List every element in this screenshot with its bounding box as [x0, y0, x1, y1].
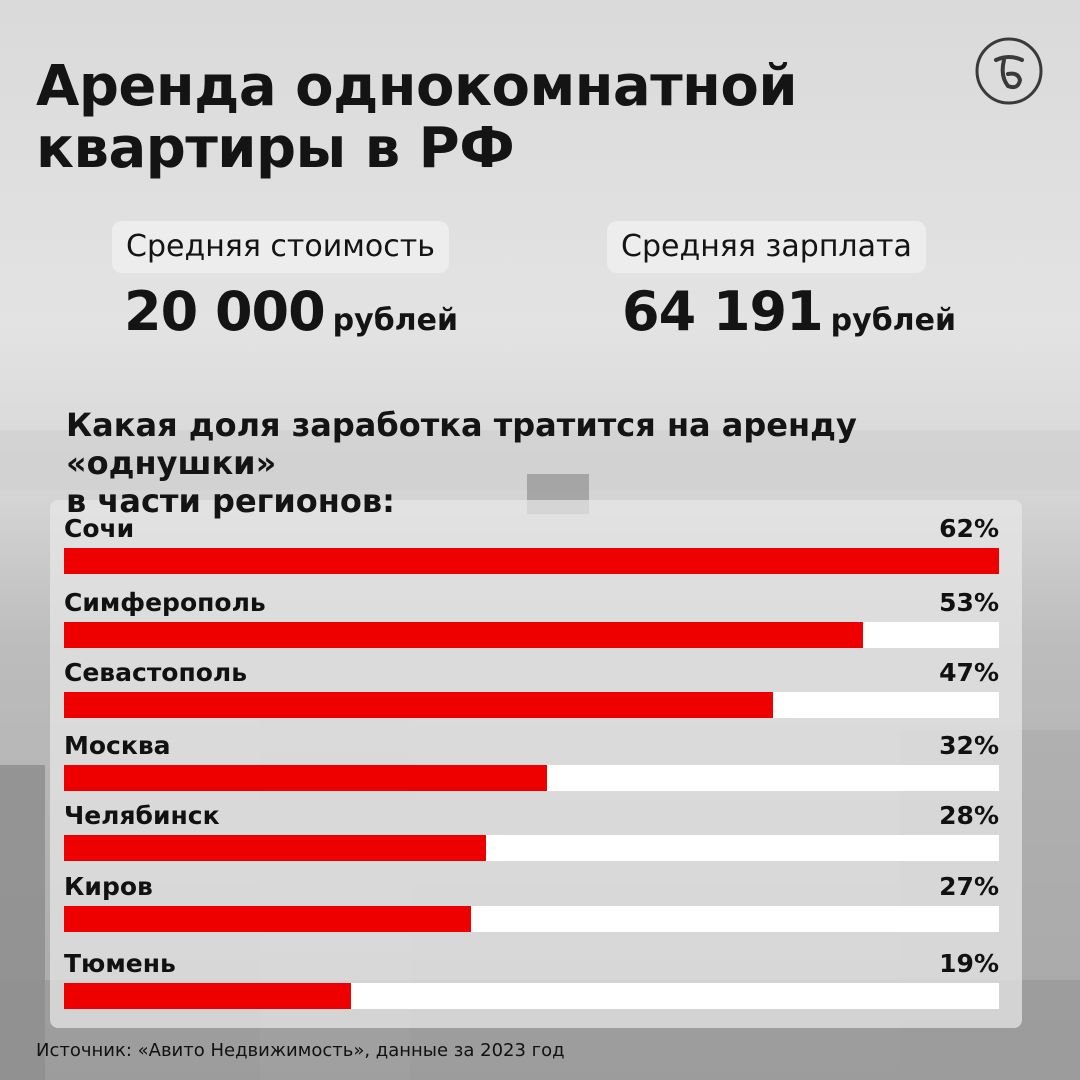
bar-label: Киров — [64, 872, 153, 901]
bar-value-label: 28% — [939, 801, 999, 830]
publisher-logo-icon — [975, 37, 1043, 105]
bar-track — [64, 983, 999, 1009]
bar-track — [64, 835, 999, 861]
bar-label: Москва — [64, 731, 171, 760]
bar-track — [64, 622, 999, 648]
page-title: Аренда однокомнатной квартиры в РФ — [36, 56, 936, 180]
bar-value-label: 19% — [939, 949, 999, 978]
salary-stat-number: 64 191 — [622, 280, 824, 343]
rent-stat-value: 20 000 рублей — [124, 280, 458, 343]
source-note: Источник: «Авито Недвижимость», данные з… — [36, 1040, 565, 1061]
bar — [64, 835, 486, 861]
chart-title: Какая доля заработка тратится на аренду … — [66, 406, 1046, 520]
bar — [64, 692, 773, 718]
rent-stat-number: 20 000 — [124, 280, 326, 343]
bar-track — [64, 548, 999, 574]
bar — [64, 548, 999, 574]
bar-track — [64, 765, 999, 791]
rent-stat-label: Средняя стоимость — [112, 221, 449, 273]
bar-label: Симферополь — [64, 588, 266, 617]
rent-stat-unit: рублей — [332, 303, 458, 338]
bar — [64, 906, 471, 932]
chart-title-line-1: Какая доля заработка тратится на аренду … — [66, 406, 857, 482]
bar-value-label: 53% — [939, 588, 999, 617]
salary-stat-label: Средняя зарплата — [607, 221, 926, 273]
bar-label: Тюмень — [64, 949, 176, 978]
bar — [64, 983, 351, 1009]
chart-panel — [50, 500, 1022, 1028]
bar-label: Челябинск — [64, 801, 220, 830]
salary-stat-value: 64 191 рублей — [622, 280, 956, 343]
bar — [64, 765, 547, 791]
bar-track — [64, 692, 999, 718]
bar-value-label: 32% — [939, 731, 999, 760]
bar — [64, 622, 863, 648]
bar-label: Севастополь — [64, 658, 248, 687]
page-title-line-2: квартиры в РФ — [36, 116, 515, 181]
bar-value-label: 62% — [939, 514, 999, 543]
bar-value-label: 27% — [939, 872, 999, 901]
page-title-line-1: Аренда однокомнатной — [36, 54, 798, 119]
salary-stat-unit: рублей — [830, 303, 956, 338]
bar-track — [64, 906, 999, 932]
bar-value-label: 47% — [939, 658, 999, 687]
chart-title-line-2: в части регионов: — [66, 482, 395, 520]
bar-label: Сочи — [64, 514, 135, 543]
